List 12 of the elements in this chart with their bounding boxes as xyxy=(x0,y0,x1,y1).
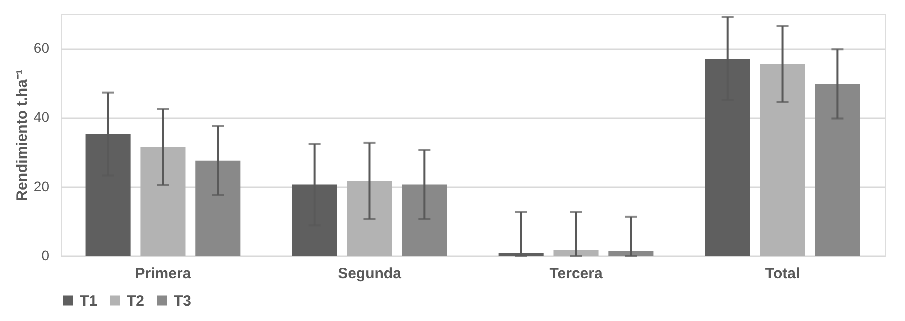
y-tick-label: 60 xyxy=(34,40,50,56)
x-tick-label: Tercera xyxy=(550,266,604,282)
x-tick-label: Segunda xyxy=(338,266,402,282)
x-tick-label: Primera xyxy=(135,266,192,282)
legend-label: T1 xyxy=(80,292,98,310)
legend-label: T2 xyxy=(127,292,145,310)
y-tick-label: 20 xyxy=(34,178,50,194)
y-axis-title: Rendimiento t.ha⁻¹ xyxy=(14,70,31,202)
y-tick-label: 0 xyxy=(42,248,50,264)
y-tick-label: 40 xyxy=(34,109,50,126)
legend-label: T3 xyxy=(174,292,192,310)
x-tick-label: Total xyxy=(765,266,800,282)
